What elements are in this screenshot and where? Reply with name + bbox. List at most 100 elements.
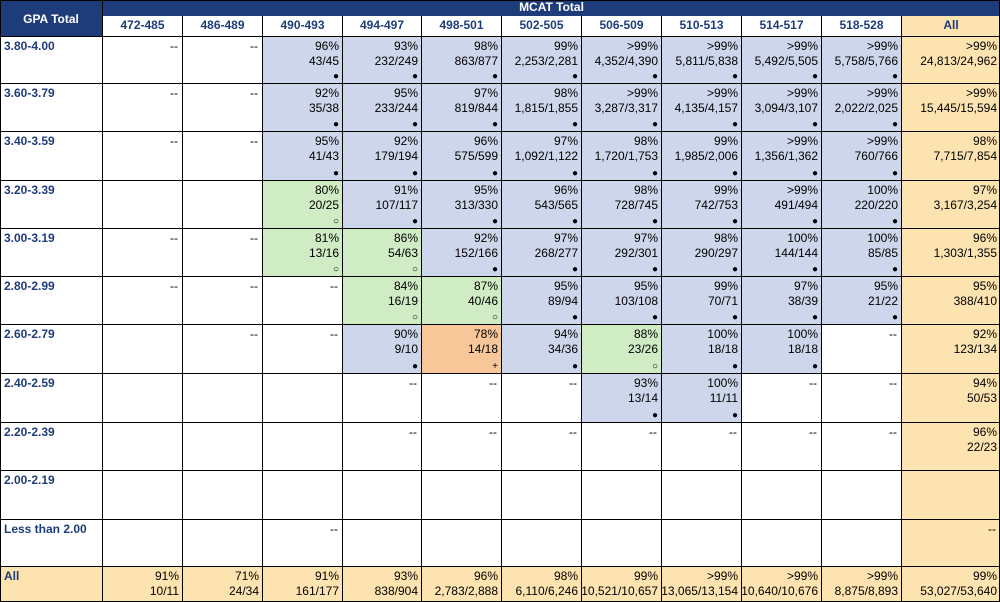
acceptance-percent: >99% (786, 39, 818, 53)
acceptance-percent: 95% (473, 183, 498, 197)
table-cell: 97% 3,167/3,254 (901, 180, 1000, 228)
acceptance-percent: 92% (314, 86, 339, 100)
accepted-over-applicants: 2,783/2,888 (434, 584, 498, 598)
cell-values: >99% 5,492/5,505 (755, 39, 818, 69)
cell-values: 93% 838/904 (375, 569, 418, 599)
table-cell (421, 519, 501, 566)
table-cell: >99% 4,135/4,157 ● (661, 83, 741, 131)
table-cell: >99% 5,758/5,766 ● (821, 36, 901, 83)
cell-values: 84% 16/19 (388, 279, 418, 309)
acceptance-percent: 100% (707, 376, 738, 390)
accepted-over-applicants: 220/220 (854, 198, 898, 212)
significance-marker: ● (571, 312, 578, 323)
acceptance-percent: 99% (972, 569, 997, 583)
table-cell (182, 422, 262, 470)
acceptance-percent: 100% (707, 327, 738, 341)
table-cell (581, 519, 661, 566)
cell-values: 91% 10/11 (150, 569, 179, 599)
table-cell: >99% 5,811/5,838 ● (661, 36, 741, 83)
table-cell: 90% 9/10 ● (342, 324, 421, 373)
column-header-510-513: 510-513 (661, 16, 741, 36)
acceptance-percent: >99% (706, 39, 738, 53)
table-cell: -- (342, 373, 421, 422)
no-data-dash: -- (170, 39, 178, 53)
significance-marker: ● (571, 168, 578, 179)
row-header-gpa: 3.20-3.39 (0, 180, 102, 228)
table-cell (741, 470, 821, 519)
table-cell (102, 180, 182, 228)
acceptance-percent: 97% (553, 231, 578, 245)
table-cell: >99% 3,094/3,107 ● (741, 83, 821, 131)
acceptance-percent: 91% (154, 569, 179, 583)
acceptance-percent: 91% (314, 569, 339, 583)
no-data-dash: -- (170, 279, 178, 293)
accepted-over-applicants: 8,875/8,893 (834, 584, 898, 598)
no-data-dash: -- (988, 522, 996, 536)
table-cell (821, 470, 901, 519)
cell-values: 100% 144/144 (775, 231, 818, 261)
table-cell: 95% 233/244 ● (342, 83, 421, 131)
column-header-494-497: 494-497 (342, 16, 421, 36)
table-cell: >99% 491/494 ● (741, 180, 821, 228)
acceptance-percent: >99% (866, 39, 898, 53)
row-header-gpa: Less than 2.00 (0, 519, 102, 566)
accepted-over-applicants: 388/410 (953, 294, 997, 308)
acceptance-percent: 71% (234, 569, 259, 583)
cell-values: 95% 388/410 (954, 279, 997, 309)
significance-marker: ○ (651, 361, 658, 372)
table-cell (102, 519, 182, 566)
cell-values: 94% 34/36 (548, 327, 578, 357)
accepted-over-applicants: 24,813/24,962 (920, 54, 997, 68)
table-cell (102, 422, 182, 470)
cell-values: 98% 1,720/1,753 (595, 134, 658, 164)
table-cell: -- (821, 422, 901, 470)
table-cell: 97% 1,092/1,122 ● (501, 131, 581, 180)
significance-marker: ● (571, 71, 578, 82)
total-cell: 91% 10/11 (102, 566, 182, 602)
table-cell: -- (741, 422, 821, 470)
cell-values: 97% 1,092/1,122 (515, 134, 578, 164)
acceptance-percent: 92% (393, 134, 418, 148)
cell-values: 98% 863/877 (455, 39, 498, 69)
table-cell: 92% 152/166 ● (421, 228, 501, 276)
accepted-over-applicants: 268/277 (534, 246, 578, 260)
significance-marker: ○ (332, 216, 339, 227)
table-cell: 99% 742/753 ● (661, 180, 741, 228)
acceptance-percent: 92% (473, 231, 498, 245)
significance-marker: ● (651, 264, 658, 275)
table-cell: -- (901, 519, 1000, 566)
accepted-over-applicants: 40/46 (467, 294, 498, 308)
cell-values: 97% 292/301 (615, 231, 658, 261)
acceptance-percent: 95% (873, 279, 898, 293)
table-cell: -- (262, 519, 342, 566)
table-cell: -- (342, 422, 421, 470)
cell-values: 99% 70/71 (708, 279, 738, 309)
accepted-over-applicants: 9/10 (394, 342, 418, 356)
accepted-over-applicants: 491/494 (774, 198, 818, 212)
cell-values: 96% 543/565 (535, 183, 578, 213)
significance-marker: ● (571, 119, 578, 130)
cell-values: 95% 313/330 (455, 183, 498, 213)
acceptance-percent: 81% (314, 231, 339, 245)
table-cell: 95% 388/410 (901, 276, 1000, 324)
table-cell: >99% 2,022/2,025 ● (821, 83, 901, 131)
accepted-over-applicants: 89/94 (547, 294, 578, 308)
significance-marker: ● (411, 361, 418, 372)
table-cell (821, 519, 901, 566)
column-header-472-485: 472-485 (102, 16, 182, 36)
acceptance-percent: 97% (553, 134, 578, 148)
cell-values: >99% 15,445/15,594 (920, 86, 997, 116)
acceptance-percent: >99% (965, 39, 997, 53)
table-cell: 100% 18/18 ● (741, 324, 821, 373)
accepted-over-applicants: 819/844 (454, 101, 498, 115)
table-cell: 93% 13/14 ● (581, 373, 661, 422)
accepted-over-applicants: 53,027/53,640 (920, 584, 997, 598)
acceptance-percent: 80% (314, 183, 339, 197)
accepted-over-applicants: 24/34 (228, 584, 259, 598)
acceptance-percent: >99% (786, 134, 818, 148)
table-cell: 97% 819/844 ● (421, 83, 501, 131)
table-cell (501, 470, 581, 519)
accepted-over-applicants: 50/53 (966, 391, 997, 405)
table-cell: >99% 15,445/15,594 (901, 83, 1000, 131)
cell-values: 71% 24/34 (229, 569, 259, 599)
